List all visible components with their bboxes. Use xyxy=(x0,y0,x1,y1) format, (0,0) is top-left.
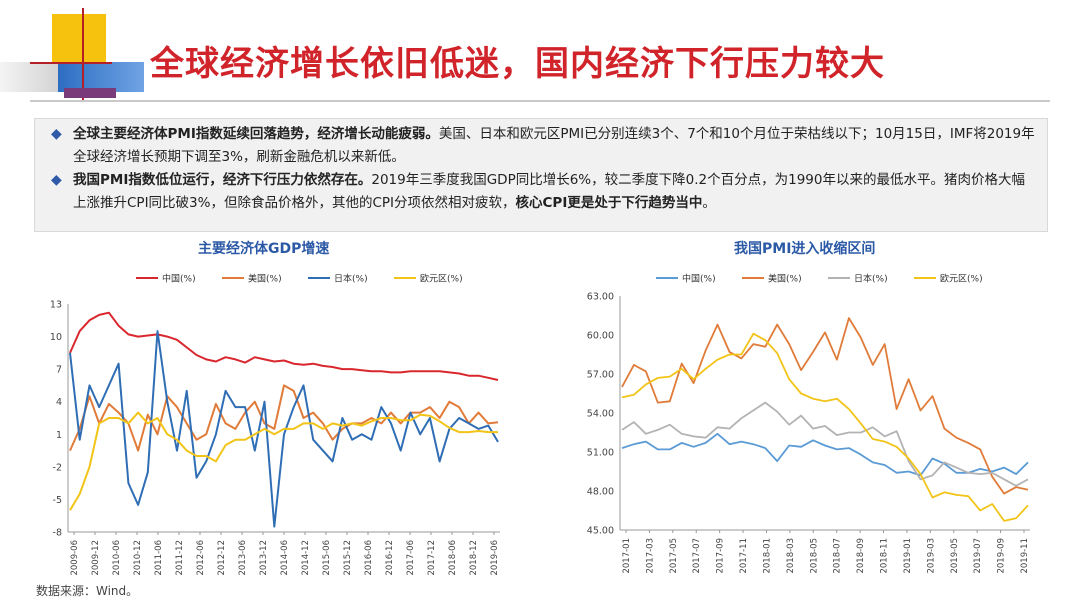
y-tick-label: 45.00 xyxy=(587,526,614,537)
x-tick-label: 2018-05 xyxy=(809,538,819,574)
deco-yellow-square xyxy=(52,14,106,68)
y-tick-label: -8 xyxy=(53,528,62,539)
x-tick-label: 2018-01 xyxy=(762,538,772,574)
x-tick-label: 2019-11 xyxy=(1020,538,1030,574)
y-tick-label: 7 xyxy=(56,365,62,376)
x-tick-label: 2013-12 xyxy=(259,540,269,576)
y-tick-label: 60.00 xyxy=(587,331,614,342)
y-tick-label: 54.00 xyxy=(587,409,614,420)
title-divider xyxy=(30,100,1050,102)
bullet-body: 2019年三季度我国GDP同比增长6%，较二季度下降0.2个百分点，为1990年… xyxy=(73,172,1025,211)
series-line-中国 xyxy=(621,432,1029,477)
y-tick-label: 13 xyxy=(50,300,62,311)
y-tick-label: 10 xyxy=(50,332,62,343)
series-line-美国 xyxy=(621,317,1029,495)
legend-label: 欧元区(%) xyxy=(420,273,463,285)
legend-label: 欧元区(%) xyxy=(940,273,983,285)
bullet-item-china: ◆ 我国PMI指数低位运行，经济下行压力依然存在。2019年三季度我国GDP同比… xyxy=(45,169,1037,215)
bullet-item-global: ◆ 全球主要经济体PMI指数延续回落趋势，经济增长动能疲弱。美国、日本和欧元区P… xyxy=(45,123,1037,169)
y-tick-label: 48.00 xyxy=(587,487,614,498)
diamond-bullet-icon: ◆ xyxy=(51,126,62,142)
x-tick-label: 2018-03 xyxy=(786,538,796,574)
gdp-growth-chart: 中国(%) 美国(%) 日本(%) 欧元区(%) 13 10 7 4 1 -2 -5 -8 2009-0… xyxy=(50,273,500,576)
x-tick-label: 2017-12 xyxy=(427,540,437,576)
bullet-tail: 。 xyxy=(702,195,716,211)
x-tick-label: 2018-12 xyxy=(469,540,479,576)
x-tick-label: 2012-12 xyxy=(217,540,227,576)
y-tick-label: 63.00 xyxy=(587,292,614,303)
legend-label: 日本(%) xyxy=(334,273,368,285)
x-tick-label: 2011-06 xyxy=(154,540,164,576)
legend-label: 中国(%) xyxy=(682,273,716,285)
x-tick-label: 2010-12 xyxy=(133,540,143,576)
deco-red-vline xyxy=(82,8,84,100)
diamond-bullet-icon: ◆ xyxy=(51,172,62,188)
x-tick-label: 2018-06 xyxy=(448,540,458,576)
x-tick-label: 2019-06 xyxy=(490,540,500,576)
x-tick-label: 2017-11 xyxy=(739,538,749,574)
legend-label: 美国(%) xyxy=(768,273,802,285)
x-tick-label: 2019-07 xyxy=(973,538,983,574)
series-line-欧元区 xyxy=(621,332,1029,522)
x-tick-label: 2017-07 xyxy=(692,538,702,574)
x-tick-label: 2017-06 xyxy=(406,540,416,576)
deco-purple-block xyxy=(64,88,116,98)
x-tick-label: 2014-12 xyxy=(301,540,311,576)
deco-red-hline xyxy=(30,62,112,64)
x-tick-label: 2017-09 xyxy=(716,538,726,574)
x-tick-label: 2017-05 xyxy=(669,538,679,574)
bullet-box: ◆ 全球主要经济体PMI指数延续回落趋势，经济增长动能疲弱。美国、日本和欧元区P… xyxy=(34,118,1048,232)
x-tick-label: 2011-12 xyxy=(175,540,185,576)
x-tick-label: 2018-09 xyxy=(856,538,866,574)
y-tick-label: 4 xyxy=(56,397,62,408)
x-tick-label: 2018-07 xyxy=(833,538,843,574)
x-tick-label: 2015-06 xyxy=(322,540,332,576)
page-title: 全球经济增长依旧低迷，国内经济下行压力较大 xyxy=(150,44,885,84)
legend-label: 美国(%) xyxy=(248,273,282,285)
x-tick-label: 2019-01 xyxy=(903,538,913,574)
x-tick-label: 2019-03 xyxy=(926,538,936,574)
series-line-美国 xyxy=(69,384,499,452)
y-tick-label: -5 xyxy=(53,495,62,506)
series-line-日本 xyxy=(69,330,499,528)
y-tick-label: 51.00 xyxy=(587,448,614,459)
x-tick-label: 2009-12 xyxy=(91,540,101,576)
series-line-日本 xyxy=(621,401,1029,487)
bullet-body: 美国、日本和欧元区PMI已分别连续3个、7个和10个月位于荣枯线以下；10月15… xyxy=(73,126,1035,165)
x-tick-label: 2019-05 xyxy=(950,538,960,574)
pmi-chart: 中国(%) 美国(%) 日本(%) 欧元区(%) 63.00 60.00 57.00 54.0… xyxy=(587,273,1030,574)
x-tick-label: 2009-06 xyxy=(70,540,80,576)
x-tick-label: 2016-12 xyxy=(385,540,395,576)
x-tick-label: 2019-09 xyxy=(997,538,1007,574)
y-tick-label: -2 xyxy=(53,462,62,473)
deco-blue-bar xyxy=(58,62,144,92)
bullet-emphasis: 核心CPI更是处于下行趋势当中 xyxy=(515,195,703,211)
series-line-欧元区 xyxy=(69,411,498,511)
x-tick-label: 2014-06 xyxy=(280,540,290,576)
x-tick-label: 2012-06 xyxy=(196,540,206,576)
legend-label: 中国(%) xyxy=(162,273,196,285)
x-tick-label: 2017-03 xyxy=(645,538,655,574)
x-tick-label: 2018-11 xyxy=(880,538,890,574)
x-tick-label: 2016-06 xyxy=(364,540,374,576)
x-tick-label: 2015-12 xyxy=(343,540,353,576)
data-source-note: 数据来源：Wind。 xyxy=(36,584,139,598)
bullet-headline: 我国PMI指数低位运行，经济下行压力依然存在。 xyxy=(73,172,372,188)
x-tick-label: 2013-06 xyxy=(238,540,248,576)
legend-label: 日本(%) xyxy=(854,273,888,285)
series-line-中国 xyxy=(69,311,499,381)
y-tick-label: 1 xyxy=(56,430,62,441)
pmi-chart-title: 我国PMI进入收缩区间 xyxy=(734,241,876,257)
gdp-chart-title: 主要经济体GDP增速 xyxy=(198,241,330,257)
y-tick-label: 57.00 xyxy=(587,370,614,381)
x-tick-label: 2017-01 xyxy=(622,538,632,574)
x-tick-label: 2010-06 xyxy=(112,540,122,576)
bullet-headline: 全球主要经济体PMI指数延续回落趋势，经济增长动能疲弱。 xyxy=(73,126,439,142)
